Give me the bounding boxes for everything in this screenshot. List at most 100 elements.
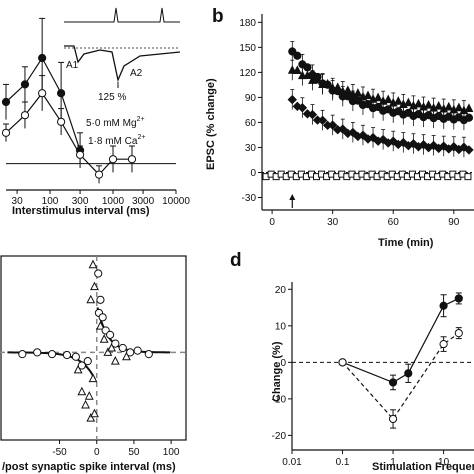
panel-a-xtick-label: 3000 — [132, 196, 155, 207]
panel-c-point-triangle — [84, 391, 94, 400]
panel-c-xtick-label: 100 — [163, 447, 180, 458]
panel-b-ytick-label: 150 — [239, 43, 256, 54]
panel-a-point — [1, 97, 11, 107]
panel-a: 30 100 300 1000 3000 10000 A1 A2 125 % 5·0 mM… — [1, 7, 190, 217]
panel-b-label: b — [212, 6, 224, 27]
panel-c-point-triangle — [81, 399, 90, 409]
panel-d-series-line — [342, 332, 460, 420]
panel-a-point — [1, 128, 11, 137]
panel-d-ytick-label: 20 — [275, 285, 287, 296]
panel-b-point — [317, 115, 328, 126]
panel-b-point — [464, 145, 474, 155]
panel-a-point — [127, 155, 137, 164]
panel-a-point — [38, 53, 47, 63]
panel-b-induction-arrowhead — [289, 194, 296, 200]
panel-d-point — [454, 294, 463, 303]
panel-c-point-circle — [106, 330, 115, 339]
panel-c-point-circle — [144, 350, 153, 359]
panel-d-series-line — [342, 297, 460, 384]
panel-d-point — [454, 329, 463, 338]
panel-d-point — [404, 369, 413, 378]
panel-c-point-triangle — [110, 356, 120, 365]
panel-c-point-triangle — [90, 408, 99, 418]
panel-a-marks: 30 100 300 1000 3000 10000 — [1, 17, 190, 207]
panel-c-point-circle — [94, 269, 103, 278]
panel-b-point — [444, 101, 454, 111]
panel-c-point-triangle — [77, 386, 87, 396]
panel-b-xtick-label: 90 — [448, 217, 460, 228]
panel-c-point-circle — [126, 348, 135, 357]
panel-a-xtick-label: 300 — [72, 196, 89, 207]
panel-d-label: d — [230, 250, 242, 271]
panel-c-point-circle — [71, 352, 80, 361]
panel-a-point — [57, 89, 66, 98]
panel-c-point-triangle — [73, 364, 83, 374]
panel-b-point — [313, 72, 322, 82]
panel-c-point-circle — [96, 295, 105, 304]
panel-c-point-circle — [77, 361, 86, 370]
panel-c-point-circle — [62, 350, 72, 360]
panel-a-xtick-label: 1000 — [102, 196, 125, 207]
inset-trace-top — [64, 7, 180, 23]
panel-d-ytick-label: 0 — [280, 358, 286, 369]
panel-b-point — [293, 51, 302, 60]
panel-b-point — [464, 113, 474, 122]
panel-c-point-triangle — [88, 259, 98, 269]
panel-b-point — [358, 130, 368, 140]
panel-d-xlabel: Stimulation Frequency — [372, 461, 474, 473]
panel-a-point — [57, 117, 66, 126]
panel-c-point-triangle — [90, 281, 99, 291]
panel-a-inset-trace: A1 A2 125 % — [64, 7, 181, 103]
panel-d-marks: 20 10 0 -10 -20 0.01 0.1 1 10 — [272, 282, 474, 468]
panel-b-ytick-label: 30 — [245, 143, 257, 154]
panel-d-point — [388, 378, 398, 387]
inset-pct-label: 125 % — [98, 92, 126, 103]
panel-d-point — [439, 301, 448, 310]
panel-b-point — [287, 94, 297, 105]
panel-b-xtick-label: 60 — [388, 217, 400, 228]
panel-d-point — [439, 339, 448, 349]
panel-d-point — [338, 358, 347, 367]
panel-b-point — [333, 87, 342, 96]
panel-c-point-triangle — [96, 321, 105, 330]
panel-b-point — [348, 127, 358, 138]
panel-b-point — [434, 101, 444, 110]
panel-b: b EPSC (% change) 180 150 120 90 60 30 0 -30 0 30… — [205, 6, 474, 249]
panel-a-point — [20, 111, 30, 120]
panel-b-ytick-label: 60 — [245, 118, 257, 129]
panel-c-point-triangle — [99, 334, 109, 343]
panel-c-xtick-label: 50 — [128, 447, 140, 458]
panel-b-point — [383, 94, 393, 104]
panel-b-point — [363, 90, 373, 100]
panel-a-point — [75, 150, 85, 159]
panel-c: -50 0 50 100 /post synaptic spike interval … — [0, 255, 187, 473]
panel-b-point — [327, 120, 338, 130]
panel-b-point — [297, 103, 308, 113]
panel-c-point-triangle — [86, 294, 96, 304]
panel-b-point — [343, 92, 352, 101]
panel-b-ylabel: EPSC (% change) — [205, 78, 217, 170]
panel-c-point-triangle — [107, 342, 117, 352]
inset-label-a2: A2 — [130, 68, 143, 79]
panel-b-point — [403, 97, 413, 107]
panel-b-point — [464, 103, 474, 112]
panel-a-xtick-label: 100 — [42, 196, 59, 207]
panel-b-point — [464, 173, 472, 181]
panel-b-xlabel: Time (min) — [378, 237, 434, 249]
panel-d-xtick-label: 0.01 — [282, 457, 302, 468]
panel-b-point — [287, 65, 297, 74]
panel-c-point-circle — [133, 346, 142, 355]
panel-c-xlabel: /post synaptic spike interval (ms) — [2, 461, 176, 473]
panel-c-point-circle — [18, 350, 27, 359]
panel-a-point — [94, 170, 104, 179]
panel-c-point-circle — [83, 357, 92, 366]
panel-c-point-triangle — [122, 351, 131, 361]
panel-c-point-circle — [98, 313, 107, 322]
panel-d-point — [388, 414, 398, 424]
panel-b-point — [373, 92, 383, 102]
panel-c-point-circle — [118, 343, 127, 353]
panel-a-point — [108, 155, 118, 164]
panel-a-xtick-label: 30 — [12, 196, 24, 207]
panel-b-point — [303, 63, 312, 72]
panel-c-point-circle — [47, 350, 57, 359]
